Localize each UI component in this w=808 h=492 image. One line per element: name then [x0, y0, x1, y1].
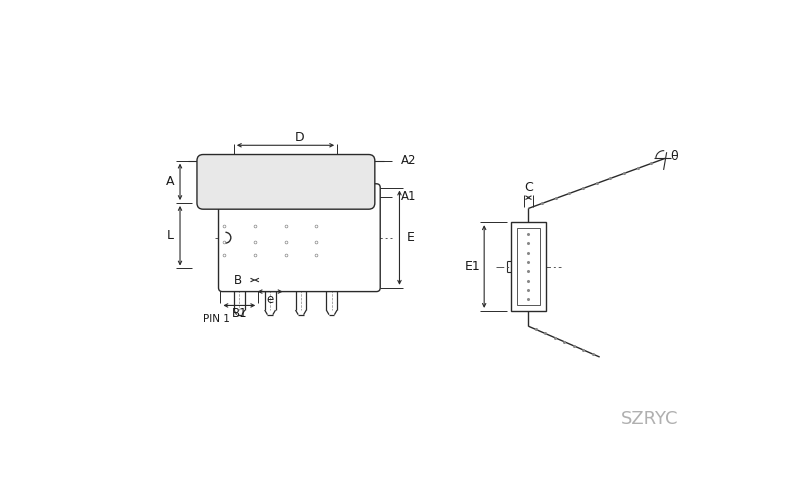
FancyBboxPatch shape: [218, 184, 381, 292]
Text: L: L: [166, 229, 174, 242]
Text: e: e: [267, 293, 274, 306]
Bar: [516, 228, 541, 306]
Text: SZRYC: SZRYC: [621, 410, 679, 428]
Text: E1: E1: [465, 260, 481, 273]
Text: C: C: [524, 181, 532, 194]
Text: A2: A2: [401, 154, 416, 167]
Text: B: B: [234, 274, 242, 286]
Text: θ: θ: [671, 150, 678, 162]
Text: B1: B1: [232, 307, 247, 320]
Text: A1: A1: [401, 190, 416, 203]
Text: D: D: [295, 131, 304, 144]
Text: A: A: [166, 175, 175, 188]
Text: PIN 1: PIN 1: [203, 313, 229, 324]
FancyBboxPatch shape: [197, 154, 375, 209]
Bar: [511, 222, 545, 311]
Text: E: E: [406, 231, 415, 244]
